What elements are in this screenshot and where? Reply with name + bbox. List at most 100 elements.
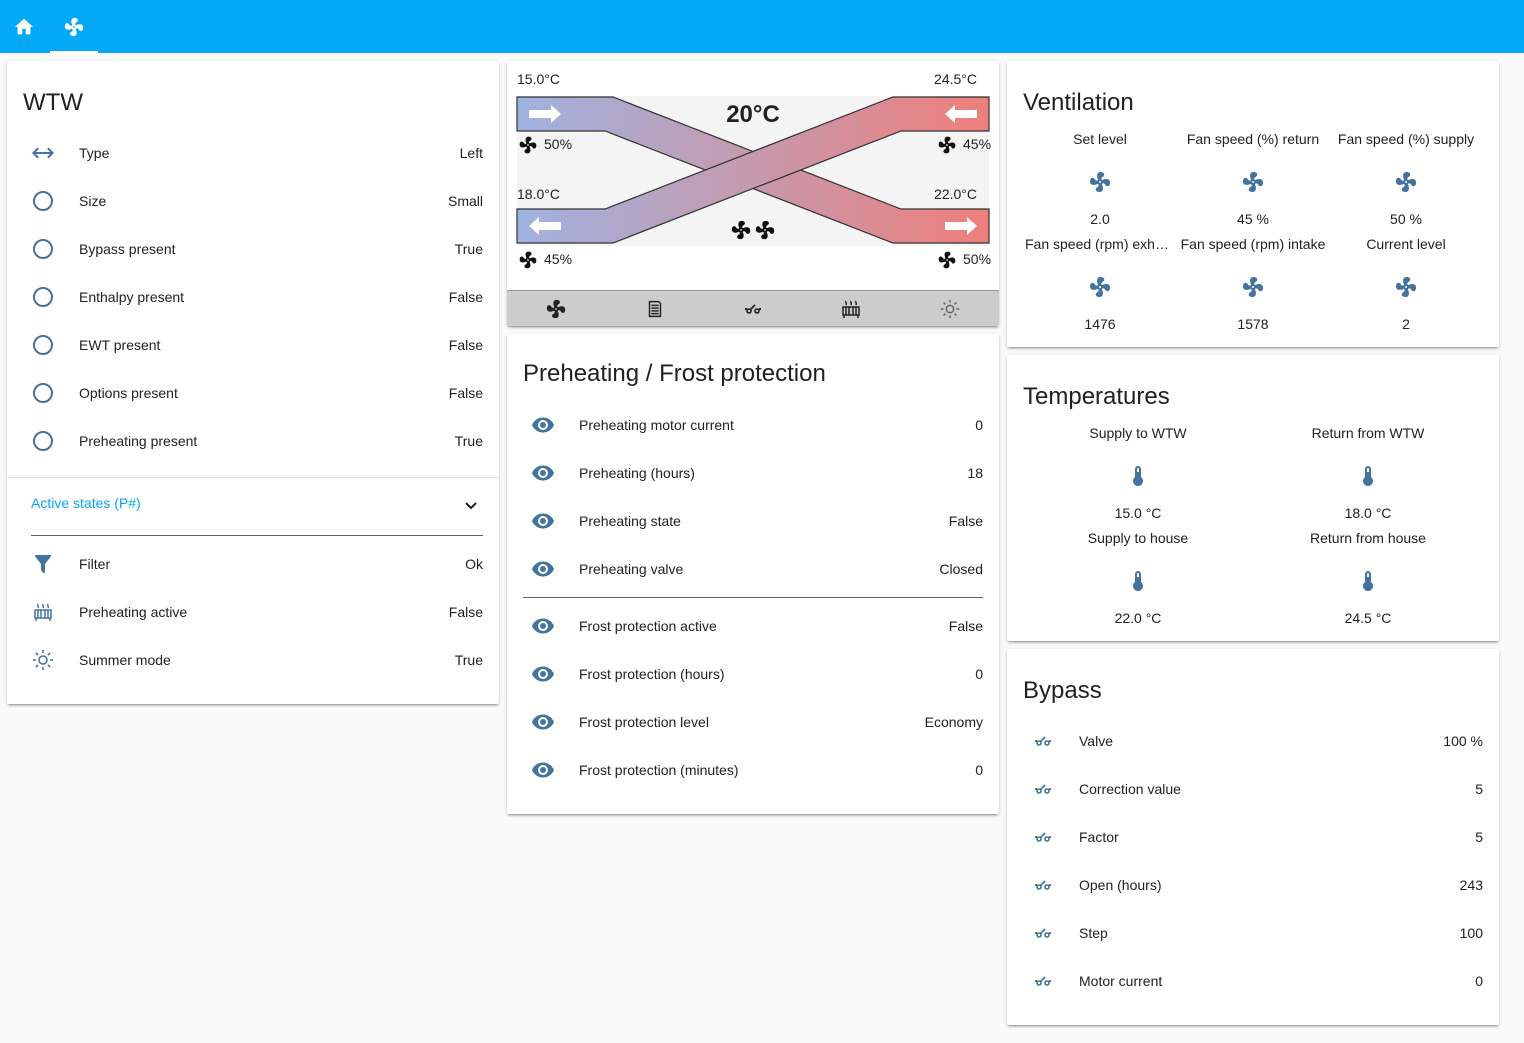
row-label: EWT present: [79, 337, 161, 353]
glance-item[interactable]: Set level 2.0: [1025, 131, 1175, 227]
row-value: True: [454, 652, 483, 668]
row-label: Step: [1079, 925, 1108, 941]
filter-icon: [31, 552, 55, 576]
row-value: False: [448, 337, 483, 353]
entity-row[interactable]: Preheating active False: [23, 592, 483, 632]
glance-name: Fan speed (rpm) exha…: [1025, 236, 1175, 252]
entity-row[interactable]: Type Left: [23, 133, 483, 173]
toolbar-valve-button[interactable]: [704, 291, 802, 326]
glance-item[interactable]: Fan speed (rpm) intake 1578: [1178, 236, 1328, 332]
row-label: Enthalpy present: [79, 289, 185, 305]
row-label: Preheating (hours): [579, 465, 695, 481]
row-icon-wrap: [23, 133, 63, 173]
glance-value: 1578: [1237, 316, 1269, 332]
toolbar-radiator-button[interactable]: [802, 291, 900, 326]
fan-icon: [63, 16, 85, 38]
glance-icon-wrap: [1088, 169, 1112, 195]
entity-row[interactable]: Motor current 0: [1023, 961, 1483, 1001]
row-value: 0: [975, 762, 983, 778]
active-states-expander[interactable]: Active states (P#): [31, 481, 483, 525]
tab-home[interactable]: [0, 0, 48, 53]
entity-row[interactable]: Frost protection active False: [523, 606, 983, 646]
glance-name: Current level: [1366, 236, 1446, 252]
arrow-right-bottom-right: [945, 217, 977, 235]
valve-icon: [1031, 777, 1055, 801]
row-value: False: [448, 385, 483, 401]
ventilation-card: Ventilation Set level 2.0 Fan speed (%) re…: [1007, 61, 1499, 347]
row-value: Left: [459, 145, 483, 161]
glance-item[interactable]: Fan speed (%) supply 50 %: [1331, 131, 1481, 227]
row-label: Open (hours): [1079, 877, 1162, 893]
entity-row[interactable]: Correction value 5: [1023, 769, 1483, 809]
entity-row[interactable]: Step 100: [1023, 913, 1483, 953]
entity-row[interactable]: Summer mode True: [23, 640, 483, 680]
entity-row[interactable]: Preheating present True: [23, 421, 483, 461]
entity-row[interactable]: Preheating valve Closed: [523, 549, 983, 589]
row-value: 243: [1459, 877, 1483, 893]
glance-value: 22.0 °C: [1114, 610, 1162, 626]
glance-item[interactable]: Supply to house 22.0 °C: [1063, 530, 1213, 626]
eye-icon: [531, 461, 555, 485]
entity-row[interactable]: Frost protection level Economy: [523, 702, 983, 742]
row-icon-wrap: [1023, 961, 1063, 1001]
entity-row[interactable]: Preheating state False: [523, 501, 983, 541]
entity-row[interactable]: EWT present False: [23, 325, 483, 365]
fan-bottom-right-label: 50%: [963, 251, 992, 267]
entity-row[interactable]: Frost protection (hours) 0: [523, 654, 983, 694]
glance-item[interactable]: Fan speed (%) return 45 %: [1178, 131, 1328, 227]
chevron-down-icon[interactable]: [459, 493, 483, 517]
fan-icon: [1241, 275, 1265, 299]
fan-icon: [1241, 170, 1265, 194]
row-value: 0: [975, 666, 983, 682]
fan-icon: [1394, 275, 1418, 299]
thermometer-icon: [1356, 464, 1380, 488]
entity-row[interactable]: Frost protection (minutes) 0: [523, 750, 983, 790]
glance-item[interactable]: Current level 2: [1331, 236, 1481, 332]
glance-item[interactable]: Supply to WTW 15.0 °C: [1063, 425, 1213, 521]
entity-row[interactable]: Options present False: [23, 373, 483, 413]
row-value: False: [948, 618, 983, 634]
glance-item[interactable]: Fan speed (rpm) exha… 1476: [1025, 236, 1175, 332]
glance-item[interactable]: Return from WTW 18.0 °C: [1293, 425, 1443, 521]
toolbar-fan-button[interactable]: [507, 291, 605, 326]
entity-row[interactable]: Open (hours) 243: [1023, 865, 1483, 905]
glance-name: Fan speed (%) return: [1186, 131, 1320, 147]
entity-row[interactable]: Valve 100 %: [1023, 721, 1483, 761]
row-label: Preheating present: [79, 433, 198, 449]
entity-row[interactable]: Factor 5: [1023, 817, 1483, 857]
sun-icon: [31, 648, 55, 672]
wtw-title: WTW: [23, 89, 83, 116]
row-value: False: [948, 513, 983, 529]
row-value: 5: [1475, 829, 1483, 845]
entity-row[interactable]: Enthalpy present False: [23, 277, 483, 317]
entity-row[interactable]: Preheating (hours) 18: [523, 453, 983, 493]
entity-row[interactable]: Size Small: [23, 181, 483, 221]
eye-icon: [531, 662, 555, 686]
valve-icon: [741, 297, 765, 321]
toolbar-sun-button[interactable]: [901, 291, 999, 326]
arrow-left-bottom-left: [529, 217, 561, 235]
home-icon: [13, 16, 35, 38]
row-label: Summer mode: [79, 652, 171, 668]
glance-icon-wrap: [1394, 274, 1418, 300]
toolbar-filter-button[interactable]: [605, 291, 703, 326]
row-label: Options present: [79, 385, 178, 401]
glance-value: 2: [1402, 316, 1410, 332]
row-label: Factor: [1079, 829, 1119, 845]
entity-row[interactable]: Bypass present True: [23, 229, 483, 269]
row-icon-wrap: [1023, 817, 1063, 857]
glance-item[interactable]: Return from house 24.5 °C: [1293, 530, 1443, 626]
row-value: False: [448, 604, 483, 620]
eye-icon: [531, 413, 555, 437]
thermometer-icon: [1126, 569, 1150, 593]
row-value: 0: [975, 417, 983, 433]
glance-value: 1476: [1084, 316, 1116, 332]
arrow-right-top-left: [529, 105, 561, 123]
entity-row[interactable]: Preheating motor current 0: [523, 405, 983, 445]
extract-temp-label: 22.0°C: [934, 186, 977, 202]
tab-fan[interactable]: [50, 0, 98, 53]
entity-row[interactable]: Filter Ok: [23, 544, 483, 584]
circle-outline-icon: [31, 285, 55, 309]
row-label: Valve: [1079, 733, 1113, 749]
heat-exchanger-diagram: [516, 96, 990, 269]
